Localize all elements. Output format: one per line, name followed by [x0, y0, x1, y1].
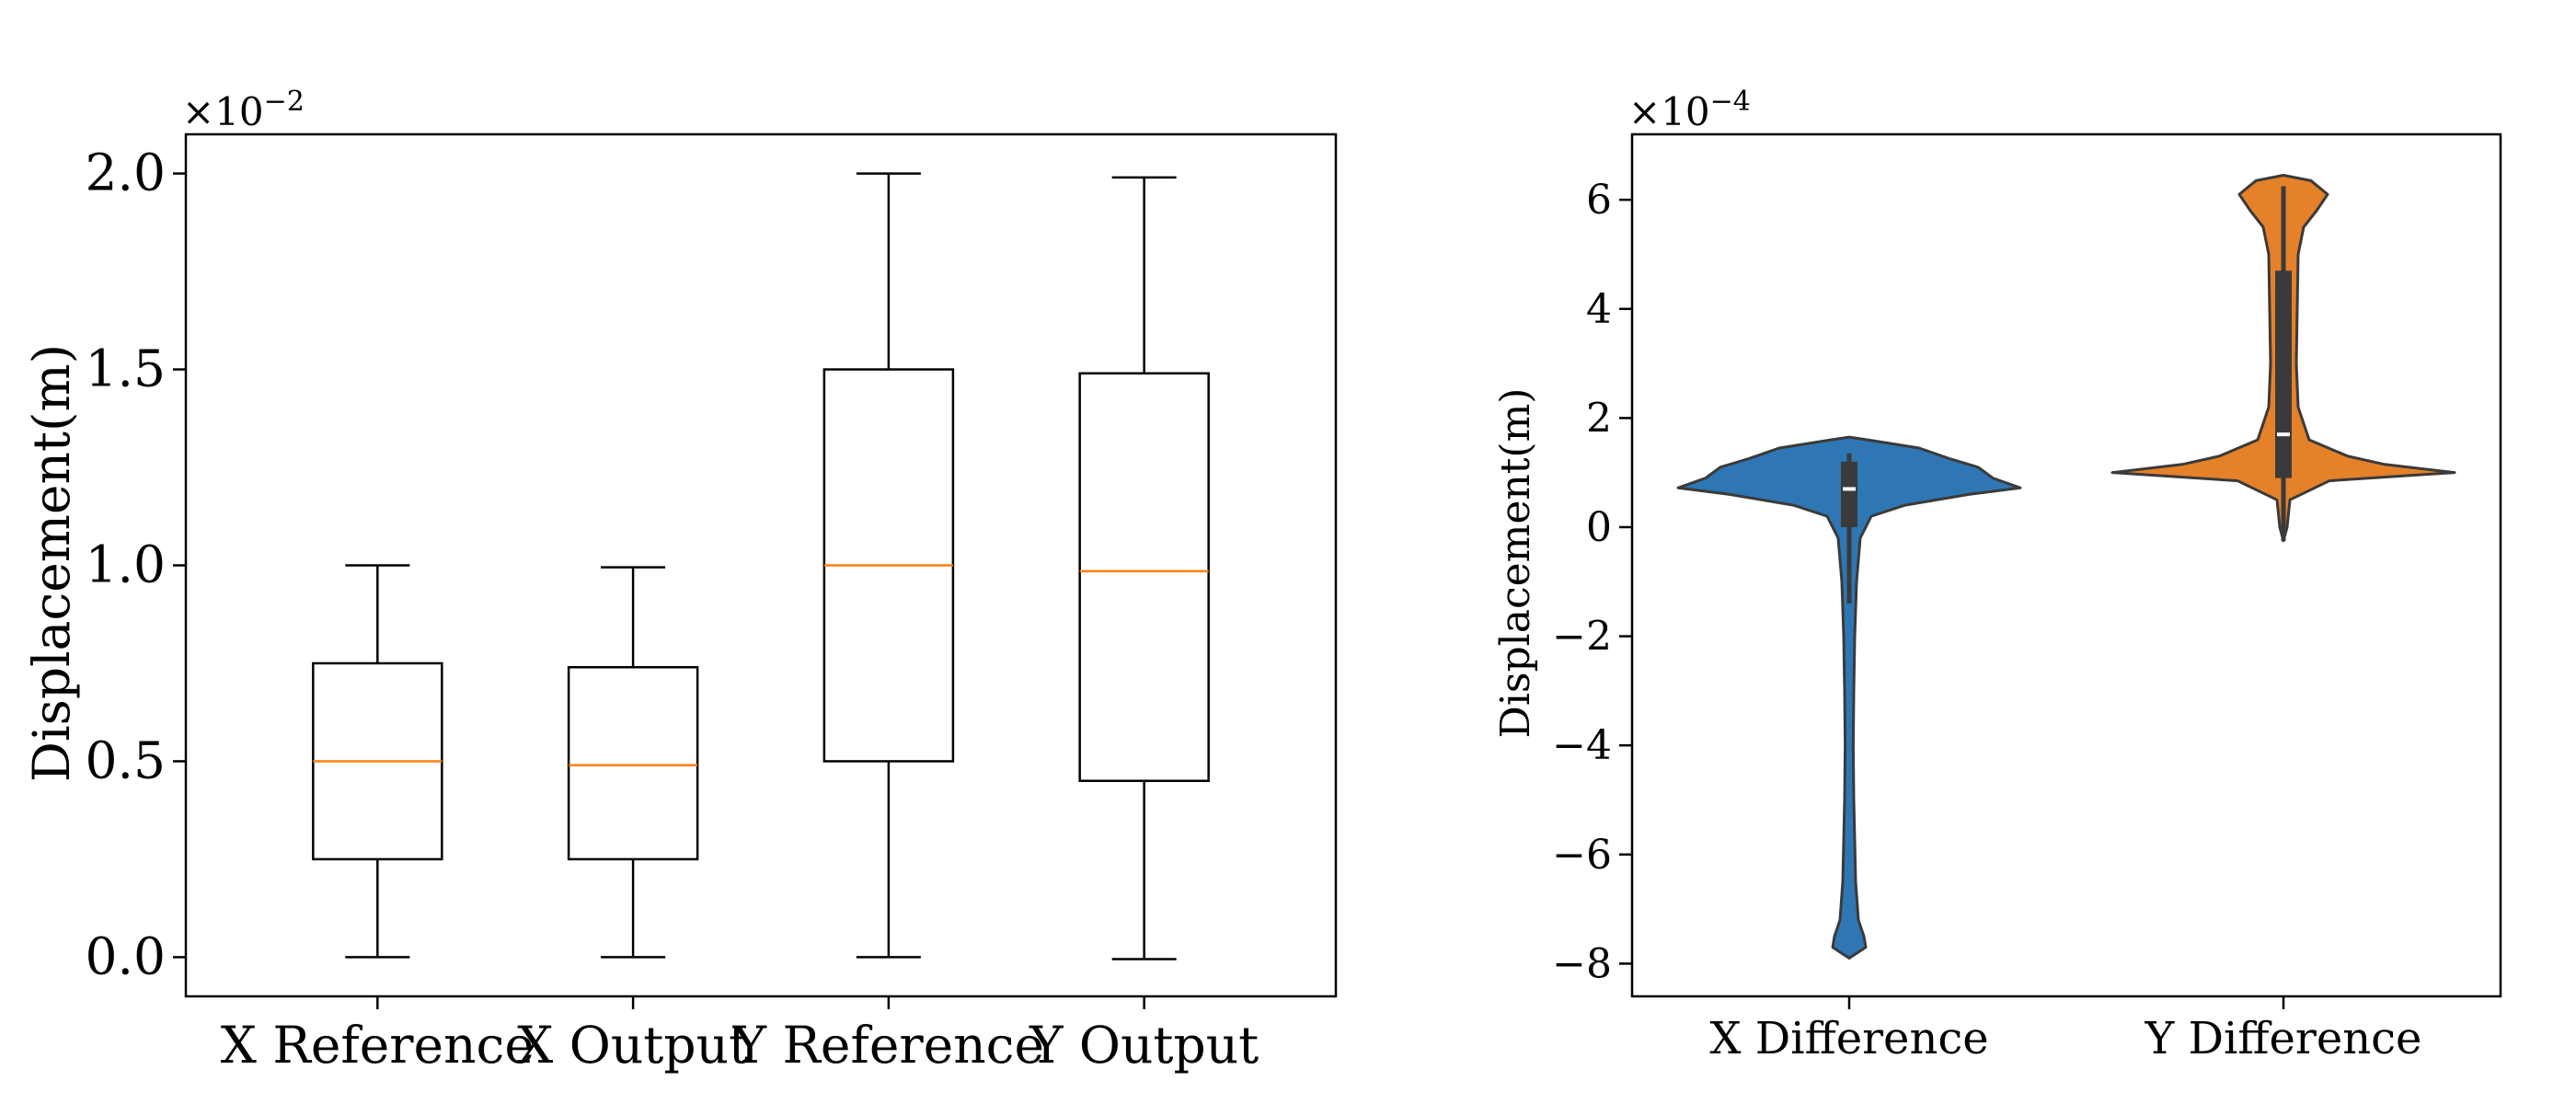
boxplot-y-tick-label: 0.5 — [86, 730, 166, 789]
violin-y-tick-label: −8 — [1552, 940, 1612, 987]
boxplot-x-tick-label: Y Output — [1029, 1016, 1259, 1075]
violin-y-tick-label: 0 — [1586, 504, 1612, 551]
boxplot-y-axis-title: Displacement(m) — [22, 344, 81, 782]
violin-y-tick-label: 4 — [1586, 286, 1612, 333]
violin-y-tick-label: 2 — [1586, 395, 1612, 442]
boxplot-y-tick-label: 0.0 — [86, 926, 166, 985]
box-body — [1078, 372, 1210, 782]
violin-axes-frame — [1630, 132, 2502, 998]
boxplot-panel: ×10−2 Displacement(m) 0.0 0.5 1.0 1.5 2.0 X R… — [22, 86, 1338, 1075]
violin-y-tick-label: −2 — [1552, 614, 1612, 661]
violin-panel: ×10−4 Displacement(m) −8 −6 −4 −2 0 2 4 6 X Diff… — [1492, 86, 2502, 1064]
boxplot-x-tick-label: Y Reference — [732, 1016, 1044, 1075]
boxplot-y-tick-label: 1.5 — [86, 339, 166, 398]
violin-y-tick-label: −6 — [1552, 832, 1612, 879]
boxplot-y-tick-label: 2.0 — [86, 144, 166, 202]
violin-exponent-label: ×10−4 — [1628, 86, 1751, 134]
boxplot-x-tick-label: X Output — [517, 1016, 749, 1075]
boxplot-axes-frame — [184, 132, 1338, 998]
boxplot-x-tick-label: X Reference — [221, 1016, 535, 1075]
violin-body — [1676, 435, 2022, 960]
violin-y-axis-title: Displacement(m) — [1492, 388, 1539, 739]
violin-x-tick-label: X Difference — [1709, 1013, 1988, 1064]
boxplot-y-tick-label: 1.0 — [86, 535, 166, 594]
violin-iqr-box — [2275, 270, 2292, 478]
violin-iqr-box — [1841, 461, 1857, 527]
box-body — [567, 665, 699, 861]
violin-y-tick-label: 6 — [1586, 177, 1612, 224]
violin-x-tick-label: Y Difference — [2145, 1013, 2422, 1064]
violin-y-tick-label: −4 — [1552, 722, 1612, 769]
violin-plot-area: −8 −6 −4 −2 0 2 4 6 X Difference Y Difference — [1552, 173, 2456, 1064]
boxplot-exponent-label: ×10−2 — [182, 86, 305, 134]
